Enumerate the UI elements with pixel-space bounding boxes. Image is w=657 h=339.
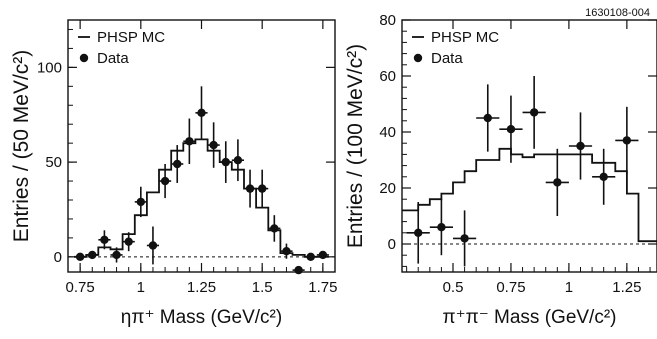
data-point-marker bbox=[209, 140, 218, 150]
data-point bbox=[122, 232, 135, 252]
data-point-marker bbox=[245, 184, 255, 193]
figure-id: 1630108-004 bbox=[585, 7, 650, 19]
data-point-marker bbox=[173, 159, 182, 169]
data-point bbox=[243, 169, 257, 208]
y-tick-label: 40 bbox=[379, 124, 396, 141]
data-point-marker bbox=[622, 136, 632, 145]
plot-eta-pi-mass: 0.75 1 1.25 1.5 1.75 0 50 100 PHSP MC Data Entries… bbox=[10, 19, 337, 328]
data-point-marker bbox=[414, 228, 423, 237]
data-point bbox=[159, 164, 172, 199]
data-point-marker bbox=[576, 141, 585, 151]
data-point-marker bbox=[148, 241, 158, 250]
data-point-marker bbox=[88, 250, 97, 260]
data-point-marker bbox=[136, 197, 146, 207]
data-point-marker bbox=[318, 250, 328, 260]
plot-frame bbox=[401, 19, 657, 273]
data-point bbox=[406, 202, 430, 264]
data-point bbox=[171, 145, 184, 183]
y-tick-label: 100 bbox=[37, 59, 62, 76]
data-point-marker bbox=[100, 235, 109, 244]
data-point-marker bbox=[197, 108, 206, 118]
data-point-marker bbox=[599, 172, 608, 181]
data-point bbox=[292, 265, 305, 275]
x-tick-label: 0.75 bbox=[66, 279, 95, 296]
data-point-marker bbox=[233, 156, 243, 165]
data-point bbox=[592, 148, 616, 205]
data-point-marker bbox=[529, 108, 539, 117]
legend-mc-label: PHSP MC bbox=[97, 29, 165, 46]
data-point-marker bbox=[221, 157, 230, 167]
data-point-marker bbox=[437, 223, 446, 232]
data-point bbox=[231, 139, 244, 182]
data-point bbox=[522, 76, 546, 149]
data-point bbox=[134, 186, 147, 218]
x-axis-label: π⁺π⁻ Mass (GeV/c²) bbox=[442, 307, 616, 328]
x-tick-label: 1.25 bbox=[612, 279, 641, 296]
data-point-marker bbox=[112, 250, 121, 260]
x-tick-label: 1.75 bbox=[308, 279, 337, 296]
data-point bbox=[429, 199, 453, 256]
data-point bbox=[146, 226, 160, 265]
data-point-marker bbox=[483, 113, 492, 123]
data-point-marker bbox=[160, 176, 170, 186]
y-tick-label: 60 bbox=[379, 68, 396, 85]
x-tick-label: 1 bbox=[565, 279, 573, 296]
data-point bbox=[110, 247, 123, 263]
legend-data-label: Data bbox=[431, 50, 463, 67]
data-point bbox=[499, 95, 523, 163]
data-point bbox=[304, 252, 317, 262]
y-tick-label: 50 bbox=[45, 154, 62, 171]
legend-data-swatch bbox=[79, 53, 89, 63]
data-point-marker bbox=[553, 178, 562, 187]
x-tick-label: 1.5 bbox=[252, 279, 273, 296]
y-tick-label: 0 bbox=[388, 236, 396, 253]
data-point-marker bbox=[124, 237, 133, 246]
y-tick-label: 80 bbox=[379, 12, 396, 29]
data-point bbox=[268, 215, 281, 242]
y-axis-label: Entries / (100 MeV/c²) bbox=[344, 44, 367, 248]
data-point bbox=[280, 243, 293, 259]
data-point-marker bbox=[294, 265, 303, 275]
data-point-marker bbox=[506, 125, 516, 134]
data-point-marker bbox=[270, 224, 279, 233]
y-tick-label: 0 bbox=[54, 249, 62, 266]
data-point bbox=[74, 252, 87, 262]
x-axis-label: ηπ⁺ Mass (GeV/c²) bbox=[121, 307, 282, 328]
data-point-marker bbox=[460, 234, 469, 243]
data-point bbox=[545, 148, 569, 216]
x-tick-label: 0.75 bbox=[496, 279, 525, 296]
data-point-marker bbox=[282, 246, 291, 256]
legend-data-swatch bbox=[413, 53, 423, 63]
y-axis-label: Entries / (50 MeV/c²) bbox=[10, 50, 33, 243]
data-point bbox=[453, 210, 477, 267]
data-point bbox=[476, 84, 500, 152]
data-point-marker bbox=[257, 184, 267, 193]
data-point bbox=[256, 169, 269, 208]
x-tick-label: 0.5 bbox=[443, 279, 464, 296]
plot-pi-pi-mass: 0.5 0.75 1 1.25 0 20 40 60 80 PHSP MC Data Entries … bbox=[344, 12, 657, 328]
data-point-marker bbox=[306, 252, 315, 262]
data-point bbox=[219, 141, 232, 183]
y-tick-label: 20 bbox=[379, 180, 396, 197]
data-point bbox=[98, 230, 111, 250]
data-point-marker bbox=[185, 137, 194, 146]
data-point bbox=[207, 122, 220, 168]
data-point bbox=[568, 112, 593, 180]
data-point bbox=[183, 118, 196, 164]
data-point-marker bbox=[75, 252, 85, 262]
mc-histogram bbox=[74, 138, 329, 258]
x-tick-label: 1.25 bbox=[187, 279, 216, 296]
legend-data-label: Data bbox=[97, 50, 129, 67]
data-point bbox=[615, 106, 639, 174]
x-tick-label: 1 bbox=[137, 279, 145, 296]
data-point bbox=[316, 250, 329, 260]
data-point bbox=[86, 250, 99, 260]
legend-mc-label: PHSP MC bbox=[431, 29, 499, 46]
data-point bbox=[195, 86, 208, 140]
